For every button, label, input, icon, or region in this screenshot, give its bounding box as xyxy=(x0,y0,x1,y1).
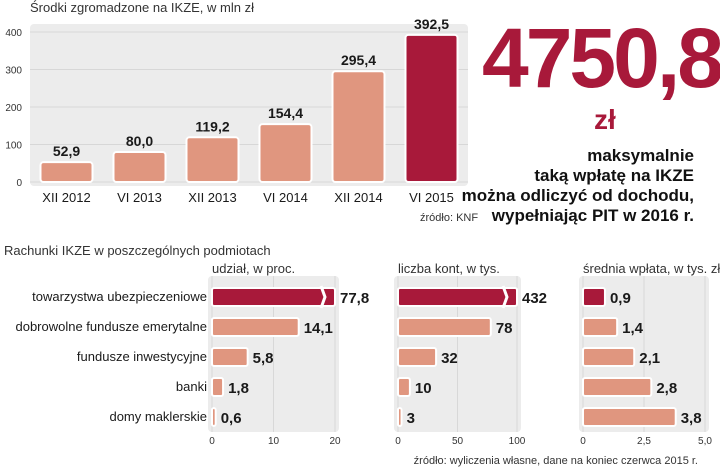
data-label: 32 xyxy=(441,350,458,367)
bar xyxy=(397,287,518,307)
callout-value: 4750,8 xyxy=(482,11,720,105)
bar xyxy=(185,136,240,184)
axis-break-mark xyxy=(501,285,509,309)
data-label: 1,4 xyxy=(622,320,644,337)
bar xyxy=(582,407,677,427)
bar xyxy=(582,377,653,397)
bar xyxy=(211,377,225,397)
bar xyxy=(397,407,403,427)
bar xyxy=(397,317,492,337)
x-tick-label: 2,5 xyxy=(637,436,651,447)
plot-background xyxy=(30,24,468,186)
bar xyxy=(211,407,217,427)
bar xyxy=(582,317,619,337)
panel-subtitle: udział, w proc. xyxy=(212,262,295,276)
bar xyxy=(404,33,459,183)
callout-line: wypełniając PIT w 2016 r. xyxy=(491,206,694,225)
x-tick-label: VI 2015 xyxy=(409,190,454,205)
data-label: 77,8 xyxy=(340,290,369,307)
callout-description: maksymalnie taką wpłatę na IKZE można od… xyxy=(462,146,694,226)
bar xyxy=(211,347,249,367)
category-label: dobrowolne fundusze emerytalne xyxy=(15,319,207,334)
bottom-bar-chart: towarzystwa ubezpieczeniowe dobrowolne fu… xyxy=(15,262,720,447)
data-label: 3 xyxy=(407,410,415,427)
x-tick-label: VI 2013 xyxy=(117,190,162,205)
data-label: 1,8 xyxy=(228,380,249,397)
callout-unit: zł xyxy=(594,104,616,135)
callout-line: maksymalnie xyxy=(587,146,694,165)
data-label: 2,1 xyxy=(639,350,660,367)
x-tick-label: XII 2012 xyxy=(42,190,90,205)
callout-line: można odliczyć od dochodu, xyxy=(461,186,694,205)
bar xyxy=(397,347,438,367)
x-tick-label: 10 xyxy=(268,436,280,447)
data-label: 0,6 xyxy=(221,410,242,427)
bar xyxy=(211,287,336,307)
y-tick-label: 100 xyxy=(5,141,22,152)
top-bar-chart: 0 100 200 300 400 52,9 XII 2012 80,0 VI 2013 119,… xyxy=(5,16,468,205)
top-chart-source: źródło: KNF xyxy=(420,212,479,224)
x-tick-label: 100 xyxy=(509,436,526,447)
y-tick-label: 400 xyxy=(5,28,22,39)
panel-subtitle: liczba kont, w tys. xyxy=(398,262,500,276)
top-chart-title: Środki zgromadzone na IKZE, w mln zł xyxy=(30,0,254,15)
bar xyxy=(582,347,636,367)
x-tick-label: VI 2014 xyxy=(263,190,308,205)
callout-line: taką wpłatę na IKZE xyxy=(534,166,694,185)
data-label: 119,2 xyxy=(195,118,229,134)
panel-subtitle: średnia wpłata, w tys. zł xyxy=(583,262,720,276)
data-label: 52,9 xyxy=(53,143,80,159)
category-label: towarzystwa ubezpieczeniowe xyxy=(32,289,207,304)
bar xyxy=(582,287,606,307)
bar xyxy=(112,151,167,183)
bar xyxy=(258,123,313,183)
data-label: 78 xyxy=(496,320,513,337)
data-label: 2,8 xyxy=(656,380,677,397)
data-label: 392,5 xyxy=(414,16,449,32)
data-label: 295,4 xyxy=(341,52,376,68)
x-tick-label: 0 xyxy=(395,436,401,447)
x-tick-label: 20 xyxy=(329,436,341,447)
category-label: domy maklerskie xyxy=(109,409,207,424)
bar xyxy=(397,377,411,397)
data-label: 432 xyxy=(522,290,547,307)
category-label: fundusze inwestycyjne xyxy=(77,349,207,364)
y-tick-label: 0 xyxy=(16,178,22,189)
x-tick-label: 50 xyxy=(452,436,464,447)
data-label: 14,1 xyxy=(304,320,333,337)
y-tick-label: 300 xyxy=(5,66,22,77)
bar xyxy=(39,161,94,184)
x-tick-label: 5,0 xyxy=(698,436,712,447)
bottom-chart-title: Rachunki IKZE w poszczególnych podmiotac… xyxy=(4,243,271,258)
data-label: 10 xyxy=(415,380,432,397)
x-tick-label: XII 2013 xyxy=(188,190,236,205)
x-tick-label: XII 2014 xyxy=(334,190,382,205)
data-label: 154,4 xyxy=(268,105,303,121)
bottom-chart-source: źródło: wyliczenia własne, dane na konie… xyxy=(413,455,698,467)
axis-break-mark xyxy=(319,285,327,309)
data-label: 0,9 xyxy=(610,290,631,307)
category-label: banki xyxy=(176,379,207,394)
bar xyxy=(211,317,300,337)
data-label: 3,8 xyxy=(681,410,702,427)
y-tick-label: 200 xyxy=(5,103,22,114)
data-label: 5,8 xyxy=(253,350,274,367)
bar xyxy=(331,70,386,183)
data-label: 80,0 xyxy=(126,133,153,149)
x-tick-label: 0 xyxy=(209,436,215,447)
x-tick-label: 0 xyxy=(580,436,586,447)
